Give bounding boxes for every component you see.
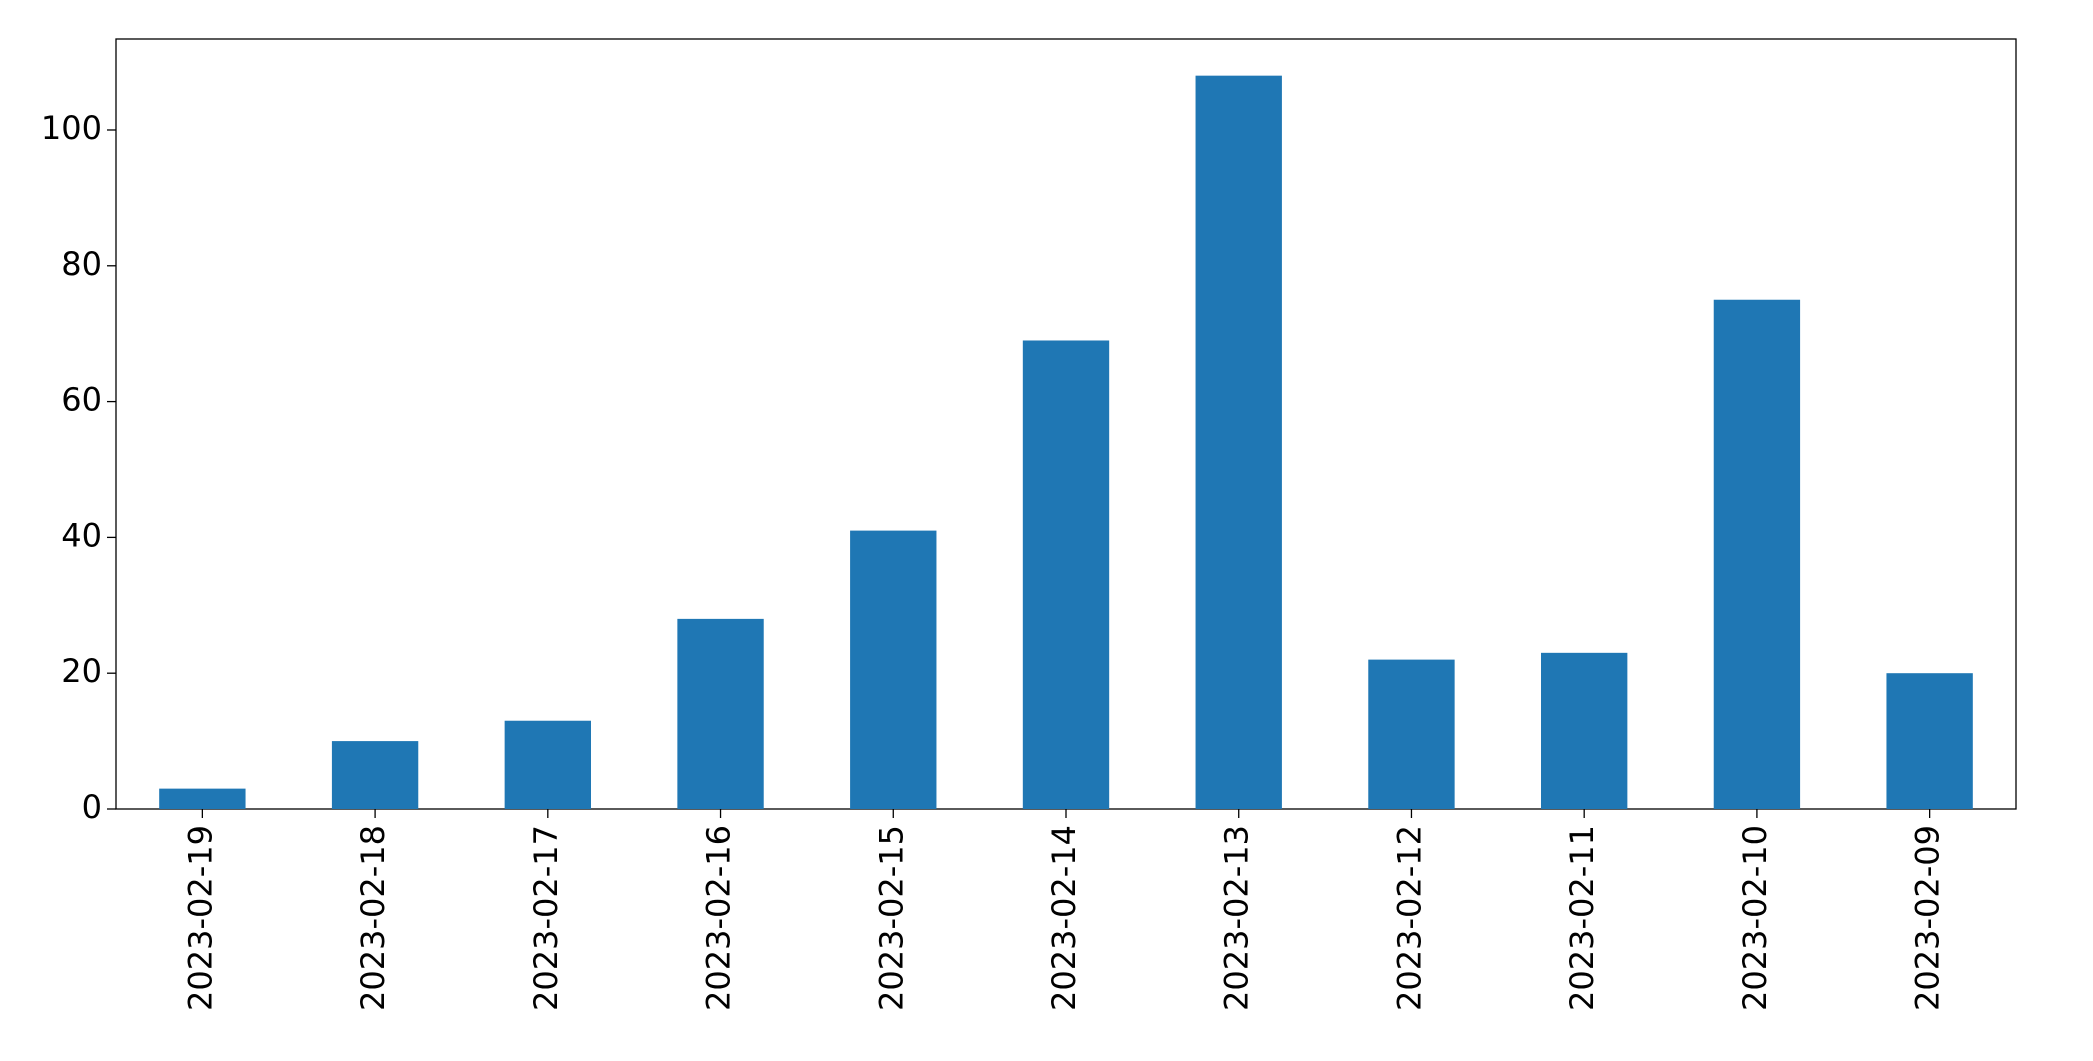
x-tick-label: 2023-02-12: [1390, 825, 1428, 1011]
bar: [1541, 652, 1628, 809]
x-tick-label: 2023-02-13: [1218, 825, 1256, 1011]
x-tick-label: 2023-02-14: [1045, 825, 1083, 1011]
bar: [331, 741, 419, 809]
bar: [1022, 340, 1110, 809]
x-tick-label: 2023-02-17: [527, 825, 565, 1011]
y-tick-label: 40: [61, 516, 102, 554]
bar: [1195, 75, 1282, 809]
x-tick-label: 2023-02-15: [872, 825, 910, 1011]
x-tick-label: 2023-02-19: [181, 825, 219, 1011]
bar: [850, 530, 937, 809]
bar: [677, 618, 764, 809]
bar: [504, 720, 591, 809]
x-tick-label: 2023-02-11: [1563, 825, 1601, 1011]
y-tick-label: 0: [82, 788, 102, 826]
x-tick-label: 2023-02-10: [1736, 825, 1774, 1011]
y-tick-label: 60: [61, 381, 102, 419]
y-tick-label: 20: [61, 652, 102, 690]
bar: [1713, 299, 1801, 809]
bar: [1368, 659, 1455, 809]
x-tick-label: 2023-02-09: [1909, 825, 1947, 1011]
x-tick-label: 2023-02-18: [354, 825, 392, 1011]
bar: [1886, 673, 1973, 809]
y-tick-label: 80: [61, 245, 102, 283]
y-tick-label: 100: [41, 109, 102, 147]
bar: [159, 788, 246, 809]
x-tick-label: 2023-02-16: [700, 825, 738, 1011]
